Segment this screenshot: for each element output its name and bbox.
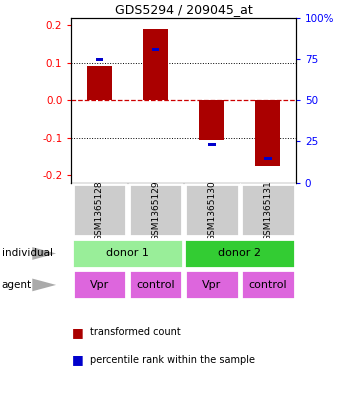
Polygon shape <box>32 279 56 291</box>
Text: percentile rank within the sample: percentile rank within the sample <box>90 354 255 365</box>
Bar <box>129 184 183 236</box>
Bar <box>72 270 126 299</box>
Text: GSM1365130: GSM1365130 <box>207 180 216 241</box>
Bar <box>96 59 103 61</box>
Text: donor 2: donor 2 <box>218 248 261 259</box>
Bar <box>264 157 272 160</box>
Bar <box>87 66 112 100</box>
Text: individual: individual <box>2 248 53 259</box>
Text: transformed count: transformed count <box>90 327 181 337</box>
Text: GSM1365129: GSM1365129 <box>151 180 160 241</box>
Title: GDS5294 / 209045_at: GDS5294 / 209045_at <box>115 4 253 17</box>
Text: GSM1365128: GSM1365128 <box>95 180 104 241</box>
Text: control: control <box>249 280 287 290</box>
Text: control: control <box>136 280 175 290</box>
Bar <box>185 270 239 299</box>
Bar <box>72 239 183 268</box>
Bar <box>255 100 280 166</box>
Bar <box>72 184 126 236</box>
Text: GSM1365131: GSM1365131 <box>263 180 272 241</box>
Text: ■: ■ <box>71 325 83 339</box>
Bar <box>185 184 239 236</box>
Bar <box>152 48 159 51</box>
Text: donor 1: donor 1 <box>106 248 149 259</box>
Bar <box>129 270 183 299</box>
Bar <box>241 184 295 236</box>
Polygon shape <box>32 247 56 260</box>
Bar <box>184 239 295 268</box>
Bar <box>208 143 216 146</box>
Bar <box>199 100 224 140</box>
Text: agent: agent <box>2 280 32 290</box>
Bar <box>241 270 295 299</box>
Text: ■: ■ <box>71 353 83 366</box>
Text: Vpr: Vpr <box>90 280 109 290</box>
Text: Vpr: Vpr <box>202 280 221 290</box>
Bar <box>143 29 168 100</box>
